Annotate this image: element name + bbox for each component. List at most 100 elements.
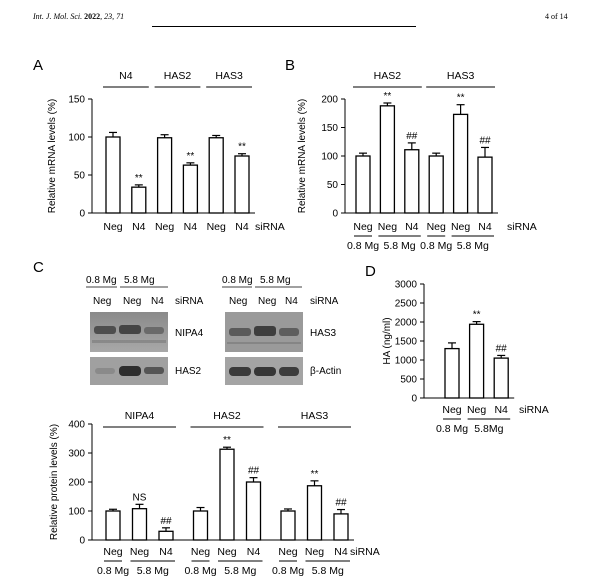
chart-d-bar bbox=[444, 347, 460, 399]
chart-a-category-label: N4 bbox=[235, 221, 249, 233]
chart-a-group-label: HAS2 bbox=[164, 70, 192, 82]
panel-letter-b: B bbox=[285, 57, 295, 74]
chart-c-significance: ## bbox=[160, 516, 172, 527]
chart-c-sirna-label: siRNA bbox=[350, 546, 380, 558]
chart-b-category-label: Neg bbox=[378, 221, 397, 233]
chart-c-bar bbox=[158, 530, 174, 541]
chart-b-group-label: HAS2 bbox=[374, 70, 402, 82]
chart-b-condition-label: 5.8 Mg bbox=[384, 240, 416, 252]
blot-has3-image bbox=[225, 312, 303, 352]
chart-b-bar bbox=[404, 149, 420, 214]
chart-c-bar bbox=[306, 485, 323, 541]
chart-c-group-label: NIPA4 bbox=[125, 410, 155, 422]
chart-a-y-label: Relative mRNA levels (%) bbox=[47, 99, 58, 213]
blot-nipa4-image bbox=[90, 312, 168, 352]
chart-b-sirna-label: siRNA bbox=[507, 221, 537, 233]
header-rule bbox=[152, 26, 416, 27]
chart-d-bar bbox=[468, 323, 485, 399]
chart-b-category-label: Neg bbox=[427, 221, 446, 233]
chart-d: 0 500 1000 1500 2000 2500 3000 HA (ng/ml) Neg ** N… bbox=[382, 280, 549, 436]
chart-b-group-label: HAS3 bbox=[447, 70, 475, 82]
chart-c: 0 100 200 300 400 Relative protein levels (%)… bbox=[49, 410, 380, 577]
blot-right-lane-1: Neg bbox=[229, 296, 247, 307]
chart-a-category-label: N4 bbox=[132, 221, 146, 233]
chart-b-bar bbox=[355, 155, 371, 214]
journal-year: 2022 bbox=[84, 12, 101, 21]
chart-c-group-label: HAS2 bbox=[213, 410, 241, 422]
panel-letter-a: A bbox=[33, 57, 43, 74]
chart-b: 0 50 100 150 200 Relative mRNA levels (%) Neg *… bbox=[297, 70, 537, 252]
chart-a-significance: ** bbox=[187, 151, 195, 162]
chart-d-condition-label: 5.8Mg bbox=[474, 423, 503, 435]
blot-left-lane-3: N4 bbox=[151, 296, 164, 307]
chart-c-y-tick-label: 0 bbox=[79, 536, 85, 547]
chart-a-bar bbox=[156, 137, 173, 214]
chart-a-bar bbox=[234, 155, 250, 214]
panel-letter-d: D bbox=[365, 263, 376, 280]
chart-c-y-tick-label: 300 bbox=[68, 449, 85, 460]
chart-c-y-tick-label: 400 bbox=[68, 420, 85, 431]
chart-a-bar bbox=[131, 186, 147, 214]
chart-c-y-tick-label: 100 bbox=[68, 507, 85, 518]
chart-a-group-label: HAS3 bbox=[215, 70, 243, 82]
chart-a-category-label: Neg bbox=[207, 221, 226, 233]
chart-d-significance: ## bbox=[496, 343, 508, 354]
blot-right-lane-3: N4 bbox=[285, 296, 298, 307]
chart-c-category-label: N4 bbox=[159, 546, 173, 558]
page-header: Int. J. Mol. Sci. 2022, 23, 71 4 of 14 bbox=[0, 0, 604, 40]
chart-b-category-label: N4 bbox=[478, 221, 492, 233]
chart-b-significance: ** bbox=[457, 93, 465, 104]
chart-c-significance: NS bbox=[133, 492, 147, 503]
chart-c-bar bbox=[245, 481, 262, 541]
blot-label-has2: HAS2 bbox=[175, 366, 202, 377]
chart-b-significance: ## bbox=[479, 135, 491, 146]
chart-b-category-label: Neg bbox=[353, 221, 372, 233]
chart-c-condition-label: 5.8 Mg bbox=[137, 565, 169, 577]
blot-label-actin: β-Actin bbox=[310, 366, 342, 377]
chart-d-bar bbox=[493, 357, 509, 399]
journal-volume: , 23, 71 bbox=[100, 12, 125, 21]
chart-c-condition-label: 5.8 Mg bbox=[312, 565, 344, 577]
chart-c-significance: ** bbox=[311, 469, 319, 480]
chart-b-y-tick-label: 50 bbox=[327, 180, 339, 191]
chart-b-y-label: Relative mRNA levels (%) bbox=[297, 99, 308, 213]
chart-c-significance: ## bbox=[335, 498, 347, 509]
blot-left-lane-2: Neg bbox=[123, 296, 141, 307]
chart-d-y-tick-label: 3000 bbox=[395, 280, 418, 291]
blot-left-condition-2: 5.8 Mg bbox=[124, 275, 155, 286]
page-number: 4 of 14 bbox=[545, 12, 568, 21]
chart-b-bar bbox=[452, 113, 469, 214]
chart-b-condition-label: 5.8 Mg bbox=[457, 240, 489, 252]
blot-actin-image bbox=[225, 357, 303, 385]
chart-c-category-label: Neg bbox=[278, 546, 297, 558]
chart-b-category-label: Neg bbox=[451, 221, 470, 233]
chart-d-y-label: HA (ng/ml) bbox=[382, 317, 393, 364]
chart-d-category-label: Neg bbox=[442, 404, 461, 416]
chart-b-bar bbox=[477, 156, 493, 214]
blot-left-lane-1: Neg bbox=[93, 296, 111, 307]
chart-d-category-label: Neg bbox=[467, 404, 486, 416]
chart-d-condition-label: 0.8 Mg bbox=[436, 423, 468, 435]
chart-c-bar bbox=[333, 513, 349, 541]
chart-c-y-label: Relative protein levels (%) bbox=[49, 424, 60, 540]
chart-a-bar bbox=[182, 164, 199, 214]
chart-c-bar bbox=[105, 510, 121, 541]
journal-citation: Int. J. Mol. Sci. 2022, 23, 71 bbox=[33, 12, 124, 21]
chart-c-category-label: Neg bbox=[191, 546, 210, 558]
chart-a-significance: ** bbox=[238, 142, 246, 153]
chart-d-y-tick-label: 1000 bbox=[395, 356, 418, 367]
blot-right-lane-2: Neg bbox=[258, 296, 276, 307]
chart-d-significance: ** bbox=[473, 310, 481, 321]
chart-a-y-tick-label: 50 bbox=[74, 171, 86, 182]
chart-d-y-tick-label: 0 bbox=[411, 394, 417, 405]
chart-a-group-label: N4 bbox=[119, 70, 133, 82]
chart-b-y-tick-label: 0 bbox=[332, 209, 338, 220]
chart-b-y-tick-label: 100 bbox=[321, 152, 338, 163]
chart-c-bar bbox=[131, 508, 148, 541]
chart-b-bar bbox=[428, 155, 444, 214]
chart-b-significance: ** bbox=[384, 91, 392, 102]
chart-c-category-label: Neg bbox=[130, 546, 149, 558]
chart-d-y-tick-label: 2000 bbox=[395, 318, 418, 329]
panel-letter-c: C bbox=[33, 259, 44, 276]
